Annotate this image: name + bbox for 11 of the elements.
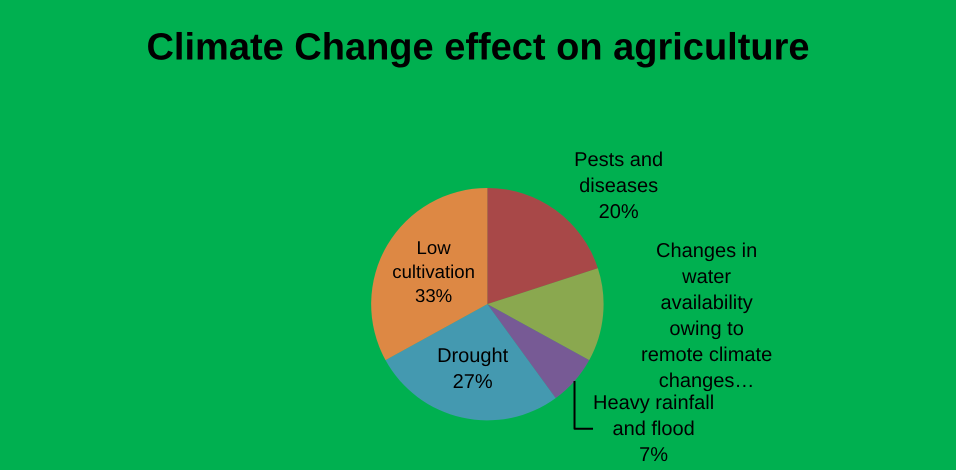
data-label: 20% xyxy=(598,200,639,223)
data-label: 33% xyxy=(415,285,452,306)
slice-label: Changes in water availability owing to remote climate changes… xyxy=(641,240,772,392)
slice-label: Low cultivation xyxy=(392,236,475,282)
slice-label: Pests and diseases xyxy=(574,148,664,197)
slice-label: Drought xyxy=(437,344,509,367)
pie-slice xyxy=(386,304,556,420)
data-label: 7% xyxy=(639,444,668,466)
chart-title: Climate Change effect on agriculture xyxy=(146,26,810,68)
slice-label: Heavy rainfall and flood xyxy=(593,392,714,440)
data-label: 27% xyxy=(452,370,493,393)
